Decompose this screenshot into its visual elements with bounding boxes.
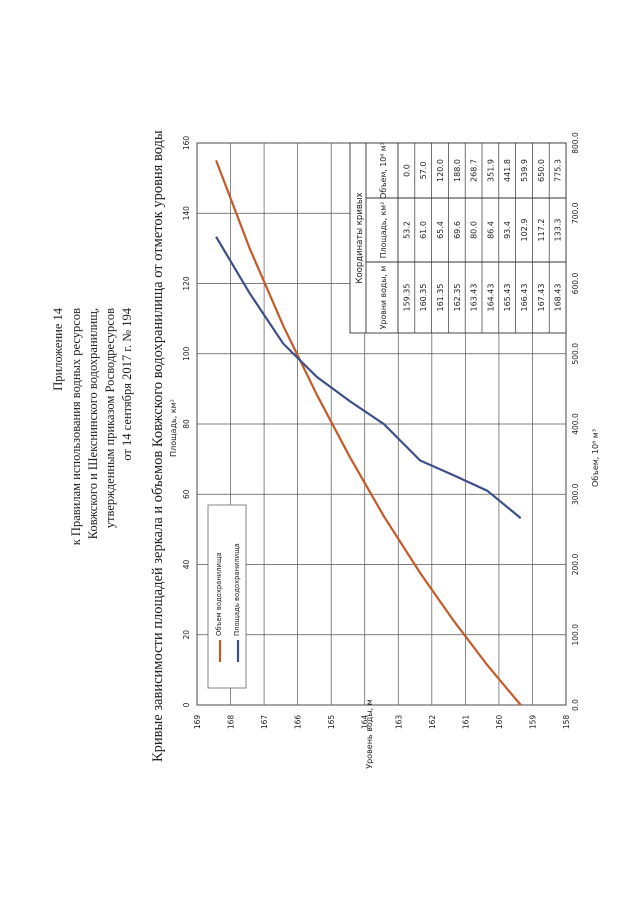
table-cell: 65.4 <box>436 221 445 239</box>
table-title: Координаты кривых <box>355 192 365 283</box>
table-cell: 159.35 <box>402 284 411 312</box>
tick-label-volume: 400.0 <box>571 413 580 435</box>
tick-label-level: 167 <box>260 715 269 730</box>
legend: Объем водохранилища Площадь водохранилища <box>207 504 247 689</box>
table-cell: 166.43 <box>520 284 529 312</box>
tick-label-volume: 0.0 <box>571 699 580 711</box>
table-cell: 268.7 <box>470 159 479 182</box>
table-cell: 93.4 <box>503 221 512 239</box>
tick-label-area: 40 <box>182 560 191 570</box>
table-cell: 53.2 <box>402 221 411 239</box>
table-cell: 160.35 <box>419 284 428 312</box>
tick-label-level: 166 <box>294 715 303 730</box>
plot-area: Объем водохранилища Площадь водохранилища… <box>196 142 567 706</box>
table-cell: 86.4 <box>486 221 495 239</box>
table-header-cell: Уровни воды, м <box>379 266 388 330</box>
table-cell: 163.43 <box>470 284 479 312</box>
table-cell: 188.0 <box>453 159 462 182</box>
header-line: Ковжского и Шекснинского водохранилищ, <box>86 308 100 539</box>
tick-label-volume: 200.0 <box>571 554 580 576</box>
legend-box <box>207 504 247 689</box>
axis-title-area: Площадь, км² <box>169 399 178 457</box>
tick-label-level: 161 <box>461 715 470 730</box>
table-cell: 102.9 <box>520 219 529 242</box>
table-header-cell: Объем, 10⁶ м³ <box>379 142 388 199</box>
table-cell: 164.43 <box>486 284 495 312</box>
table-cell: 351.9 <box>486 159 495 182</box>
table-cell: 167.43 <box>537 284 546 312</box>
tick-label-area: 20 <box>182 630 191 640</box>
axis-title-volume: Объем, 10⁶ м³ <box>591 429 600 487</box>
header-line: Приложение 14 <box>51 307 65 390</box>
table-cell: 168.43 <box>554 284 563 312</box>
tick-label-level: 168 <box>227 715 236 730</box>
table-cell: 133.3 <box>554 219 563 242</box>
table-cell: 539.9 <box>520 159 529 182</box>
tick-label-volume: 600.0 <box>571 273 580 295</box>
tick-label-volume: 700.0 <box>571 202 580 224</box>
tick-label-level: 162 <box>428 715 437 730</box>
tick-label-level: 163 <box>394 715 403 730</box>
table-cell: 441.8 <box>503 159 512 182</box>
tick-label-area: 160 <box>182 136 191 151</box>
tick-label-area: 80 <box>182 419 191 429</box>
table-cell: 69.6 <box>453 221 462 239</box>
table-frame <box>349 142 567 334</box>
series-line-area <box>215 236 522 519</box>
table-cell: 161.35 <box>436 284 445 312</box>
tick-label-level: 169 <box>193 715 202 730</box>
tick-label-area: 0 <box>182 702 191 707</box>
table-cell: 775.3 <box>554 159 563 182</box>
tick-label-volume: 300.0 <box>571 483 580 505</box>
tick-label-area: 100 <box>182 346 191 361</box>
tick-label-level: 164 <box>361 715 370 730</box>
table-cell: 0.0 <box>402 164 411 177</box>
table-cell: 650.0 <box>537 159 546 182</box>
header-line: утвержденным приказом Росводресурсов <box>103 308 117 528</box>
tick-label-level: 165 <box>327 715 336 730</box>
tick-label-level: 158 <box>562 715 571 730</box>
series-line-volume <box>215 160 522 706</box>
tick-label-area: 60 <box>182 489 191 499</box>
tick-label-area: 140 <box>182 206 191 221</box>
legend-label-area: Площадь водохранилища <box>233 543 241 636</box>
legend-label-volume: Объем водохранилища <box>215 552 223 636</box>
table-cell: 57.0 <box>419 162 428 180</box>
axis-title-level: Уровень воды, м <box>365 699 374 769</box>
tick-label-level: 160 <box>495 715 504 730</box>
table-cell: 120.0 <box>436 159 445 182</box>
tick-label-volume: 500.0 <box>571 343 580 365</box>
table-cell: 61.0 <box>419 221 428 239</box>
tick-label-area: 120 <box>182 276 191 291</box>
tick-label-volume: 800.0 <box>571 132 580 154</box>
table-header-cell: Площадь, км² <box>379 202 388 258</box>
coordinates-table: Координаты кривых Уровни воды, м Площадь, … <box>349 142 567 334</box>
page-title: Кривые зависимости площадей зеркала и об… <box>150 130 166 762</box>
header-line: от 14 сентября 2017 г. № 194 <box>120 307 134 460</box>
table-cell: 117.2 <box>537 219 546 242</box>
table-cell: 80.0 <box>470 221 479 239</box>
tick-label-level: 159 <box>528 715 537 730</box>
header-line: к Правилам использования водных ресурсов <box>69 308 83 545</box>
table-cell: 165.43 <box>503 284 512 312</box>
table-cell: 162.35 <box>453 284 462 312</box>
tick-label-volume: 100.0 <box>571 624 580 646</box>
